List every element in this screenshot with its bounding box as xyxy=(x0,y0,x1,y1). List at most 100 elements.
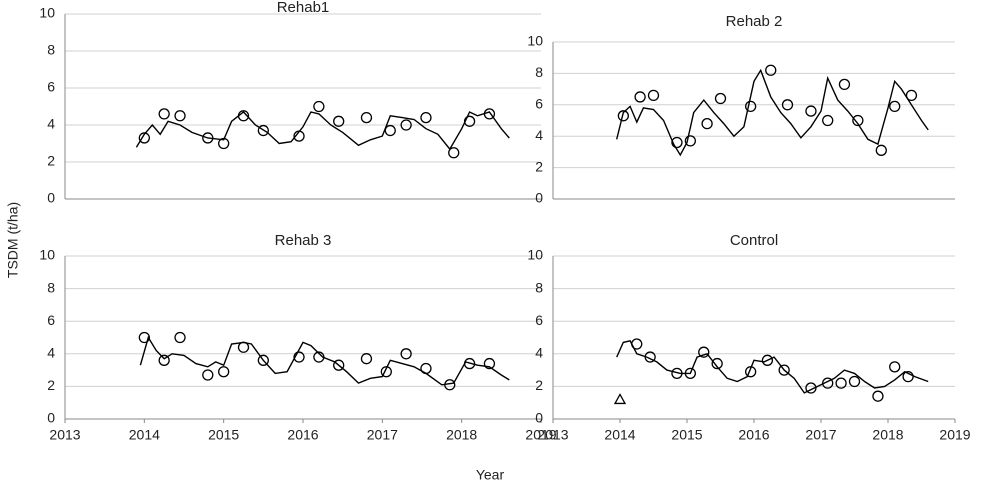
circle-marker xyxy=(875,144,887,156)
y-tick-label: 10 xyxy=(39,5,55,21)
x-tick-label: 2019 xyxy=(525,427,556,443)
y-tick-label: 8 xyxy=(47,42,55,58)
circle-marker xyxy=(448,147,460,159)
circle-marker xyxy=(333,115,345,127)
series-line xyxy=(616,68,929,157)
x-tick-label: 2014 xyxy=(604,427,635,443)
circle-marker xyxy=(463,357,476,370)
circle-marker xyxy=(822,377,834,389)
x-tick-label: 2018 xyxy=(872,427,903,443)
x-tick-label: 2013 xyxy=(537,427,568,443)
circle-marker xyxy=(905,89,918,102)
circle-marker xyxy=(400,348,412,360)
series-line xyxy=(616,339,929,394)
circle-marker xyxy=(835,377,847,389)
circle-marker xyxy=(872,390,884,402)
circle-marker xyxy=(805,382,817,394)
y-tick-label: 10 xyxy=(527,247,543,263)
circle-marker xyxy=(257,124,269,137)
triangle-marker xyxy=(613,393,627,405)
y-tick-label: 8 xyxy=(535,64,543,80)
circle-marker xyxy=(701,117,713,130)
circle-marker xyxy=(711,357,723,370)
y-tick-label: 6 xyxy=(535,312,543,328)
circle-marker xyxy=(218,366,230,378)
y-tick-label: 0 xyxy=(47,410,55,426)
circle-marker xyxy=(671,136,683,149)
circle-marker xyxy=(420,111,432,124)
panel-title: Rehab1 xyxy=(277,0,330,16)
y-tick-label: 8 xyxy=(535,279,543,295)
x-tick-label: 2018 xyxy=(446,427,477,443)
circle-marker xyxy=(671,367,683,380)
x-tick-label: 2017 xyxy=(805,427,836,443)
series-line xyxy=(135,111,510,151)
circle-marker xyxy=(237,110,250,122)
circle-marker xyxy=(218,137,230,150)
circle-marker xyxy=(852,114,864,127)
y-axis-label: TSDM (t/ha) xyxy=(5,202,21,278)
x-tick-label: 2013 xyxy=(49,427,80,443)
circle-marker xyxy=(400,119,412,131)
circle-marker xyxy=(384,124,396,137)
x-tick-label: 2019 xyxy=(939,427,970,443)
circle-marker xyxy=(313,351,325,363)
x-tick-label: 2014 xyxy=(129,427,160,443)
x-tick-label: 2017 xyxy=(367,427,398,443)
y-tick-label: 10 xyxy=(39,247,55,263)
circle-marker xyxy=(174,110,186,122)
circle-marker xyxy=(293,351,305,363)
circle-marker xyxy=(647,89,660,102)
circle-marker xyxy=(257,354,269,366)
circle-marker xyxy=(889,361,901,373)
y-tick-label: 2 xyxy=(535,158,543,174)
circle-marker xyxy=(684,367,696,380)
circle-marker xyxy=(634,91,646,103)
circle-marker xyxy=(848,375,861,388)
y-tick-label: 6 xyxy=(47,312,55,328)
x-tick-label: 2015 xyxy=(208,427,239,443)
circle-marker xyxy=(714,92,727,105)
y-tick-label: 4 xyxy=(47,116,55,132)
y-tick-label: 4 xyxy=(47,345,55,361)
circle-marker xyxy=(158,108,170,120)
circle-marker xyxy=(745,366,757,378)
circle-marker xyxy=(644,351,656,363)
circle-marker xyxy=(698,346,710,358)
circle-marker xyxy=(158,354,170,366)
circle-marker xyxy=(805,105,817,117)
panel: Control 0 2 4 6 8 10 2013 2014 2015 2016 2017 2018 20… xyxy=(527,232,970,443)
circle-marker xyxy=(444,379,456,391)
y-tick-label: 10 xyxy=(527,33,543,49)
circle-marker xyxy=(483,357,496,370)
circle-marker xyxy=(202,132,214,144)
x-tick-label: 2015 xyxy=(671,427,702,443)
y-tick-label: 4 xyxy=(535,127,543,143)
circle-marker xyxy=(483,108,496,120)
circle-marker xyxy=(138,132,150,144)
circle-marker xyxy=(684,135,696,147)
circle-marker xyxy=(380,366,392,378)
circle-marker xyxy=(761,354,774,366)
y-tick-label: 2 xyxy=(47,377,55,393)
circle-marker xyxy=(313,100,325,113)
y-tick-label: 0 xyxy=(535,190,543,206)
circle-marker xyxy=(237,341,250,353)
circle-marker xyxy=(778,364,790,376)
circle-marker xyxy=(889,100,901,113)
circle-marker xyxy=(293,130,305,142)
circle-marker xyxy=(617,110,629,122)
circle-marker xyxy=(333,359,345,371)
y-tick-label: 2 xyxy=(535,377,543,393)
panel-title: Rehab 2 xyxy=(726,13,783,30)
circle-marker xyxy=(202,369,214,381)
y-tick-label: 2 xyxy=(47,153,55,169)
series-line xyxy=(139,335,510,386)
x-tick-label: 2016 xyxy=(738,427,769,443)
y-tick-label: 8 xyxy=(47,279,55,295)
y-tick-label: 6 xyxy=(535,96,543,112)
panel: Rehab1 0 2 4 6 8 10 xyxy=(39,0,541,206)
